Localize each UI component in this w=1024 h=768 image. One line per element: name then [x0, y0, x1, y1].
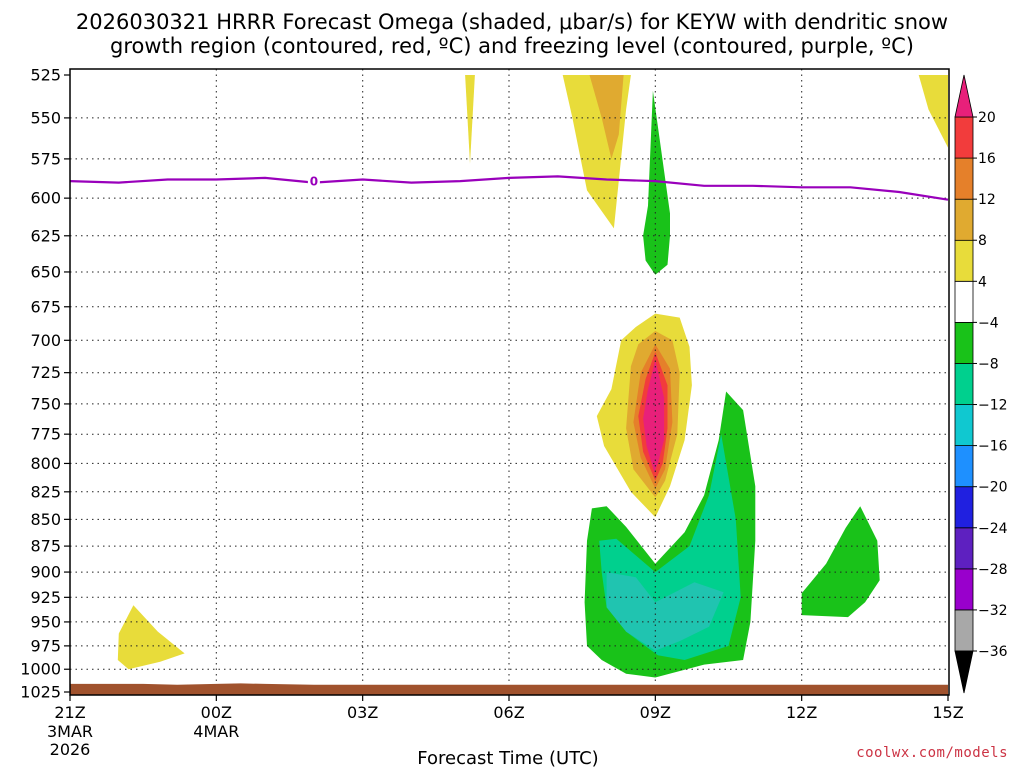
y-tick-label-725: 725 [30, 363, 61, 382]
colorbar-label--24: −24 [978, 521, 1008, 537]
x-tick-label-03Z: 03Z [347, 703, 378, 722]
y-tick-label-600: 600 [30, 189, 61, 208]
y-tick-label-550: 550 [30, 108, 61, 127]
colorbar-band-8 [954, 198, 974, 241]
y-tick-label-1000: 1000 [20, 660, 61, 679]
freezing-level-contour: 0 [70, 174, 949, 201]
colorbar-label-4: 4 [978, 274, 987, 290]
surface-terrain [70, 683, 948, 695]
x-tick-label-09Z: 09Z [640, 703, 671, 722]
colorbar-label--20: −20 [978, 480, 1008, 496]
y-tick-label-625: 625 [30, 226, 61, 245]
colorbar-label--32: −32 [978, 603, 1008, 619]
y-tick-label-700: 700 [30, 331, 61, 350]
chart-title-line-2: growth region (contoured, red, ºC) and f… [110, 34, 914, 58]
colorbar-band--32 [954, 568, 974, 611]
colorbar-band--8 [954, 321, 974, 364]
colorbar-band--20 [954, 445, 974, 488]
colorbar-label--8: −8 [978, 356, 999, 372]
colorbar-top-arrow [954, 74, 974, 118]
colorbar-band--12 [954, 363, 974, 405]
y-tick-label-900: 900 [30, 563, 61, 582]
y-tick-label-875: 875 [30, 537, 61, 556]
colorbar-band-12 [954, 157, 974, 200]
y-tick-label-925: 925 [30, 588, 61, 607]
freezing-label-bg [307, 174, 320, 189]
region-sinking-green-right [801, 506, 880, 618]
x-tick-date-21Z: 3MAR [47, 722, 93, 741]
freezing-level-label: 0 [310, 175, 318, 189]
colorbar-band-4 [954, 239, 974, 282]
colorbar-label--28: −28 [978, 562, 1008, 578]
colorbar-band-16 [954, 116, 974, 159]
region-rising-yellow-low-left [117, 605, 185, 670]
colorbar-band--28 [954, 527, 974, 570]
chart-title-line-1: 2026030321 HRRR Forecast Omega (shaded, … [76, 10, 948, 34]
y-tick-label-575: 575 [30, 149, 61, 168]
y-tick-label-525: 525 [30, 66, 61, 85]
x-tick-label-21Z: 21Z [54, 703, 85, 722]
y-axis-pressure-ticks: 525 550 575 600 625 650 675 700 725 750 775 800 825 8… [20, 66, 70, 702]
x-tick-label-12Z: 12Z [786, 703, 817, 722]
colorbar-label--4: −4 [978, 315, 999, 331]
y-tick-label-1025: 1025 [20, 683, 61, 702]
site-credit[interactable]: coolwx.com/models [856, 745, 1008, 761]
x-tick-year-21Z: 2026 [50, 740, 91, 759]
region-rising-gold-top [589, 75, 624, 159]
omega-shaded-regions [117, 75, 948, 678]
freezing-level-line [70, 175, 949, 201]
colorbar-legend: −36 −32 −28 −24 −20 −16 −12 −8 −4 4 8 12 16 20 [954, 74, 1008, 694]
y-tick-label-650: 650 [30, 262, 61, 281]
colorbar-label-12: 12 [978, 192, 996, 208]
ground-terrain [70, 683, 948, 695]
y-tick-label-825: 825 [30, 482, 61, 501]
x-tick-label-06Z: 06Z [493, 703, 524, 722]
colorbar-bottom-arrow [954, 650, 974, 694]
y-tick-label-800: 800 [30, 454, 61, 473]
y-tick-label-675: 675 [30, 297, 61, 316]
region-sinking-teal-low [606, 572, 724, 651]
x-tick-label-15Z: 15Z [932, 703, 963, 722]
colorbar-label--36: −36 [978, 644, 1008, 660]
x-tick-label-00Z: 00Z [201, 703, 232, 722]
colorbar-label-16: 16 [978, 151, 996, 167]
y-tick-label-950: 950 [30, 612, 61, 631]
region-rising-magenta-mid [643, 359, 665, 473]
region-rising-yellow-right-top [918, 75, 948, 148]
colorbar-band--4 [954, 280, 974, 323]
region-rising-yellow-top-a [465, 75, 475, 164]
colorbar-band--24 [954, 486, 974, 529]
y-tick-label-750: 750 [30, 394, 61, 413]
x-axis-label: Forecast Time (UTC) [417, 748, 598, 768]
y-tick-label-850: 850 [30, 510, 61, 529]
colorbar-band--36 [954, 609, 974, 652]
region-sinking-green-top [643, 90, 670, 275]
y-tick-label-975: 975 [30, 636, 61, 655]
x-tick-date-00Z: 4MAR [193, 722, 239, 741]
colorbar-band--16 [954, 404, 974, 446]
y-tick-label-775: 775 [30, 425, 61, 444]
colorbar-label--16: −16 [978, 439, 1008, 455]
colorbar-label-8: 8 [978, 233, 987, 249]
gridlines [70, 69, 949, 695]
colorbar-label--12: −12 [978, 398, 1008, 414]
colorbar-label-20: 20 [978, 110, 996, 126]
